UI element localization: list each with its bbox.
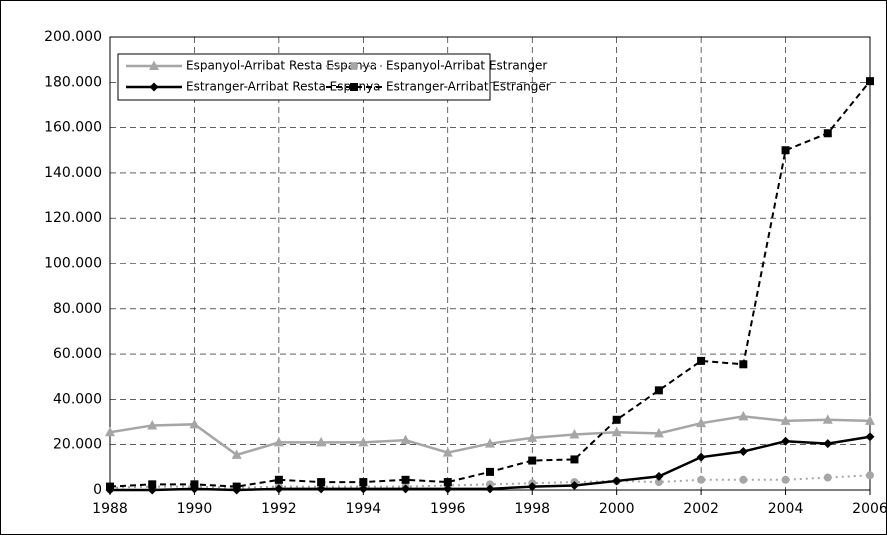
marker [316, 436, 327, 447]
marker [569, 480, 579, 490]
legend-label: Estranger-Arribat Estranger [386, 80, 551, 94]
marker [654, 478, 663, 487]
marker [823, 129, 832, 138]
marker [781, 146, 790, 155]
marker [231, 449, 242, 459]
x-tick-label: 2004 [768, 501, 804, 517]
marker [232, 482, 241, 491]
marker [486, 467, 494, 476]
marker [485, 484, 495, 494]
marker [866, 471, 874, 480]
y-tick-label: 200.000 [44, 29, 102, 45]
marker [697, 475, 706, 484]
marker [822, 414, 833, 424]
marker [696, 417, 707, 428]
marker [359, 478, 368, 487]
marker [611, 426, 622, 437]
marker [696, 452, 706, 462]
marker [358, 484, 368, 494]
marker [781, 436, 791, 446]
marker [400, 434, 411, 445]
legend-marker [350, 62, 358, 70]
marker [697, 356, 706, 365]
marker [190, 480, 199, 489]
legend-label: Espanyol-Arribat Resta Espanya [186, 59, 377, 73]
marker [316, 484, 326, 494]
legend-box [117, 53, 491, 101]
marker [274, 475, 283, 484]
marker [865, 415, 875, 425]
marker [653, 427, 664, 438]
marker [654, 386, 663, 395]
x-tick-label: 1998 [514, 501, 550, 517]
marker [781, 475, 790, 484]
x-tick-label: 1990 [177, 501, 213, 517]
marker [274, 484, 284, 494]
marker [780, 415, 791, 425]
marker [485, 438, 495, 448]
marker [569, 429, 580, 439]
y-tick-label: 140.000 [44, 165, 102, 181]
marker [527, 432, 538, 442]
legend-marker [149, 60, 159, 70]
marker [401, 475, 410, 484]
marker [317, 478, 326, 487]
x-tick-label: 1994 [346, 501, 382, 517]
marker [443, 484, 453, 494]
x-tick-label: 1988 [92, 501, 128, 517]
marker [570, 455, 579, 464]
x-tick-label: 2006 [852, 501, 887, 517]
marker [358, 436, 369, 447]
marker [401, 484, 411, 494]
legend-marker [350, 83, 358, 91]
legend: Espanyol-Arribat Resta Espanya Espanyol-A… [117, 53, 551, 101]
marker [527, 482, 537, 492]
y-tick-label: 20.000 [53, 437, 102, 453]
marker [105, 426, 115, 437]
legend-marker [149, 82, 159, 92]
marker [147, 419, 158, 430]
y-tick-label: 60.000 [53, 346, 102, 362]
marker [612, 476, 622, 486]
x-tick-label: 2002 [683, 501, 719, 517]
y-tick-label: 80.000 [53, 301, 102, 317]
marker [442, 447, 453, 457]
marker [612, 415, 621, 424]
marker [739, 475, 748, 484]
marker [865, 432, 875, 442]
legend-label: Espanyol-Arribat Estranger [386, 59, 547, 73]
x-tick-label: 1996 [430, 501, 466, 517]
y-tick-label: 40.000 [53, 391, 102, 407]
marker [739, 360, 748, 369]
legend-label: Estranger-Arribat Resta Espanya [186, 80, 381, 94]
marker [273, 436, 284, 447]
marker [443, 478, 452, 487]
marker [738, 410, 749, 421]
marker [823, 439, 833, 449]
y-tick-label: 0 [93, 482, 102, 498]
x-tick-label: 1992 [261, 501, 297, 517]
marker [189, 418, 200, 429]
y-tick-label: 100.000 [44, 256, 102, 272]
marker [738, 446, 748, 456]
marker [528, 456, 537, 465]
marker [148, 480, 157, 489]
y-tick-label: 120.000 [44, 210, 102, 226]
marker [486, 480, 494, 489]
marker [654, 471, 664, 481]
marker [823, 473, 832, 482]
marker [106, 482, 114, 491]
marker [866, 77, 874, 86]
y-tick-label: 180.000 [44, 74, 102, 90]
x-tick-label: 2000 [599, 501, 635, 517]
y-tick-label: 160.000 [44, 120, 102, 136]
